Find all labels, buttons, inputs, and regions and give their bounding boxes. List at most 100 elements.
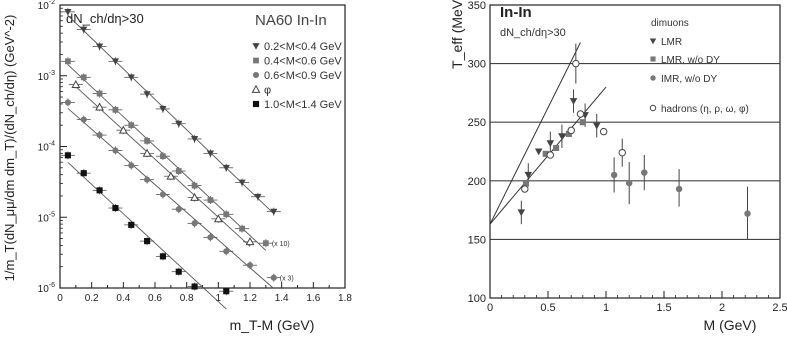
left-legend-label: 0.2<M<0.4 GeV [264,41,342,53]
left-data-point [191,182,198,189]
right-legend-marker [650,75,656,81]
left-data-point [223,288,230,295]
right-data-point [524,171,533,179]
left-data-point [96,90,103,97]
right-data-point [546,151,555,159]
right-data-point [565,130,572,137]
right-y-tick-label: 150 [468,234,486,246]
right-y-tick-label: 200 [468,176,486,188]
right-legend-label: hadrons (η, ρ, ω, φ) [661,104,749,115]
left-legend-marker [251,84,261,93]
right-legend: dimuons LMR LMR, w/o DY IMR, w/o DY hadrons … [649,18,749,115]
right-data-point [522,180,529,187]
left-data-point [71,79,81,88]
left-data-point [207,234,214,241]
left-data-point [222,164,230,172]
left-data-point [270,274,277,281]
left-data-point [118,125,128,134]
left-y-tick-label: 10-5 [38,211,55,224]
left-data-point [245,237,255,246]
left-data-point [64,99,71,106]
left-x-tick-label: 0 [57,293,63,304]
left-fit-line [67,162,227,310]
left-data-point [144,238,151,245]
left-panel: 1/m_T(dN_μμ/dm dm_T)/(dN_ch/dη) (GeV^-2)… [2,0,352,333]
left-y-tick-label: 10-2 [38,0,55,12]
right-grid [490,63,780,240]
right-data-point [572,59,580,68]
right-legend-marker [649,104,657,112]
right-chart-title: In-In [500,4,532,21]
left-data-point [128,162,135,169]
right-panel: 0 0.5 1 1.5 2 2.5 100 150 200 250 300 350 T_eff (M… [449,0,787,333]
right-x-axis-label: M (GeV) [704,317,757,333]
left-x-tick-label: 0.2 [85,293,99,304]
right-y-axis-label: T_eff (MeV) [449,0,465,69]
left-data-point [112,147,119,154]
left-data-point [128,122,135,129]
left-x-tick-label: 1 [216,293,222,304]
right-x-axis: 0 0.5 1 1.5 2 2.5 [487,291,787,314]
left-data-point [238,179,246,187]
left-y-tick-label: 10-3 [38,70,55,83]
right-y-tick-label: 300 [468,59,486,71]
left-data-point [239,225,245,232]
left-data-point [175,206,182,213]
left-legend-marker [252,43,260,50]
right-y-axis: 100 150 200 250 300 350 [468,0,486,305]
right-cut-label: dN_ch/dη>30 [500,27,566,39]
left-data-point [213,214,223,223]
right-data-point [744,210,751,217]
left-data-point [207,197,214,203]
right-x-tick-label: 2.5 [772,302,787,314]
left-data-point [64,152,71,159]
right-data-point [542,150,549,157]
left-data-point [223,248,230,255]
left-legend-label: φ [264,85,271,97]
right-data-point [675,185,683,193]
left-data-point [80,116,87,123]
right-trend-line [489,42,581,225]
right-y-tick-label: 350 [468,0,486,12]
left-y-axis-label: 1/m_T(dN_μμ/dm dm_T)/(dN_ch/dη) (GeV^-2) [2,15,17,282]
left-data-point [175,268,182,275]
left-data-point [175,168,182,174]
left-x-axis: 0 0.2 0.4 0.6 0.8 1 1.2 1.4 1.6 1.8 [57,282,352,304]
right-data-point [521,185,529,193]
left-data-point [246,262,254,269]
left-data-point [65,58,71,65]
left-data-point [159,106,167,113]
right-data-point [546,140,555,148]
right-data-point [558,133,566,141]
left-data-point [166,171,176,180]
left-series-annotation: (x 10) [272,241,290,248]
left-annotations: (x 10) (x 3) [272,241,294,282]
right-x-tick-label: 1.5 [656,302,671,314]
left-data-point [64,8,72,16]
left-data-point [96,187,103,194]
left-data-point [112,204,119,212]
right-legend-marker [649,38,657,45]
left-data-point [144,138,150,144]
right-data-point [599,127,608,136]
left-x-tick-label: 0.4 [116,293,130,304]
right-data-point [534,148,543,156]
left-data-point [144,176,151,183]
right-data-point [569,98,578,105]
left-data-point [190,136,199,143]
right-plot-frame [489,4,781,299]
right-trend-lines [489,42,607,225]
left-data-point [80,170,87,177]
left-data-point [112,106,119,113]
left-cut-label: dN_ch/dη>30 [66,11,144,26]
left-y-tick-label: 10-6 [38,282,55,295]
right-x-tick-label: 0 [487,302,493,314]
left-data-point [191,220,198,227]
left-data-point [80,26,88,34]
left-data-point [270,208,278,216]
left-chart-title: NA60 In-In [255,12,327,29]
left-data-point [191,283,198,290]
right-data-point [576,110,585,118]
right-data-point [625,179,633,187]
